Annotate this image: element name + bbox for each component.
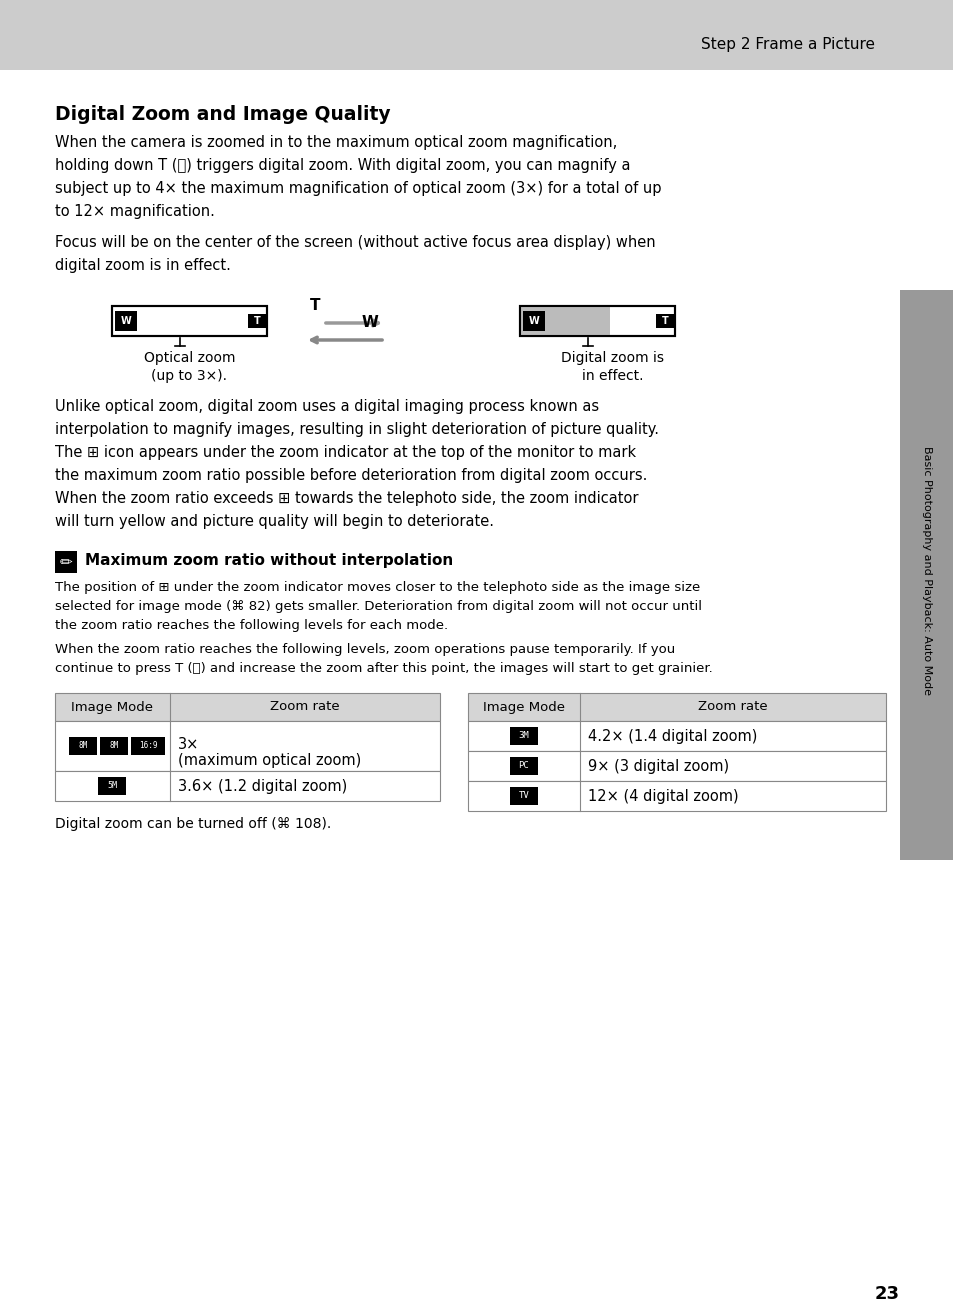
Text: selected for image mode (⌘ 82) gets smaller. Deterioration from digital zoom wil: selected for image mode (⌘ 82) gets smal… (55, 600, 701, 614)
Text: (up to 3×).: (up to 3×). (152, 369, 227, 382)
Text: W: W (528, 315, 538, 326)
Bar (55, 551, 77, 573)
Text: interpolation to magnify images, resulting in slight deterioration of picture qu: interpolation to magnify images, resulti… (55, 422, 659, 438)
Bar (100, 737, 128, 756)
Text: 16:9: 16:9 (138, 741, 157, 750)
Bar (112, 306, 267, 336)
Text: in effect.: in effect. (581, 369, 642, 382)
Bar (248, 314, 267, 328)
Bar (69, 737, 97, 756)
Text: subject up to 4× the maximum magnification of optical zoom (3×) for a total of u: subject up to 4× the maximum magnificati… (55, 181, 660, 196)
Text: TV: TV (518, 791, 529, 800)
Text: 8M: 8M (110, 741, 118, 750)
Bar (468, 781, 885, 811)
Bar (55, 692, 439, 721)
Text: 3×: 3× (178, 737, 199, 752)
Text: 5M: 5M (108, 782, 117, 791)
Bar (510, 727, 537, 745)
Text: holding down T (ⓑ) triggers digital zoom. With digital zoom, you can magnify a: holding down T (ⓑ) triggers digital zoom… (55, 158, 630, 173)
Text: The position of ⊞ under the zoom indicator moves closer to the telephoto side as: The position of ⊞ under the zoom indicat… (55, 581, 700, 594)
Text: Maximum zoom ratio without interpolation: Maximum zoom ratio without interpolation (85, 553, 453, 568)
Text: PC: PC (518, 762, 529, 770)
Text: 3.6× (1.2 digital zoom): 3.6× (1.2 digital zoom) (178, 778, 347, 794)
Bar (55, 721, 439, 771)
Text: Zoom rate: Zoom rate (270, 700, 339, 714)
Bar (656, 314, 675, 328)
Bar (468, 752, 885, 781)
Text: W: W (361, 315, 377, 330)
Text: Unlike optical zoom, digital zoom uses a digital imaging process known as: Unlike optical zoom, digital zoom uses a… (55, 399, 598, 414)
Bar (519, 306, 675, 336)
Text: to 12× magnification.: to 12× magnification. (55, 204, 214, 219)
Bar (510, 757, 537, 775)
Text: T: T (661, 315, 668, 326)
Bar (131, 737, 165, 756)
Text: T: T (253, 315, 260, 326)
Text: Image Mode: Image Mode (482, 700, 564, 714)
Text: the maximum zoom ratio possible before deterioration from digital zoom occurs.: the maximum zoom ratio possible before d… (55, 468, 647, 484)
Text: 12× (4 digital zoom): 12× (4 digital zoom) (587, 788, 738, 803)
Text: digital zoom is in effect.: digital zoom is in effect. (55, 258, 231, 273)
Text: When the zoom ratio reaches the following levels, zoom operations pause temporar: When the zoom ratio reaches the followin… (55, 643, 675, 656)
Text: 3M: 3M (518, 732, 529, 741)
Text: ✏: ✏ (59, 555, 72, 569)
Bar (522, 311, 544, 331)
Text: Zoom rate: Zoom rate (698, 700, 767, 714)
Text: Optical zoom: Optical zoom (144, 351, 235, 365)
Text: Basic Photography and Playback: Auto Mode: Basic Photography and Playback: Auto Mod… (921, 445, 931, 695)
Bar (115, 311, 137, 331)
Bar (510, 787, 537, 805)
Text: Digital zoom is: Digital zoom is (560, 351, 663, 365)
Bar (899, 290, 953, 859)
Text: 4.2× (1.4 digital zoom): 4.2× (1.4 digital zoom) (587, 728, 757, 744)
Text: will turn yellow and picture quality will begin to deteriorate.: will turn yellow and picture quality wil… (55, 514, 494, 530)
Bar (55, 771, 439, 802)
Text: Focus will be on the center of the screen (without active focus area display) wh: Focus will be on the center of the scree… (55, 235, 655, 250)
Bar (519, 306, 675, 336)
Text: Image Mode: Image Mode (71, 700, 153, 714)
Text: Step 2 Frame a Picture: Step 2 Frame a Picture (700, 38, 874, 53)
Text: Digital Zoom and Image Quality: Digital Zoom and Image Quality (55, 105, 390, 124)
Text: 8M: 8M (78, 741, 88, 750)
Text: T: T (310, 298, 320, 313)
Bar (468, 692, 885, 721)
Text: 23: 23 (874, 1285, 899, 1303)
Text: Digital zoom can be turned off (⌘ 108).: Digital zoom can be turned off (⌘ 108). (55, 817, 331, 830)
Text: When the zoom ratio exceeds ⊞ towards the telephoto side, the zoom indicator: When the zoom ratio exceeds ⊞ towards th… (55, 491, 638, 506)
Text: 9× (3 digital zoom): 9× (3 digital zoom) (587, 758, 728, 774)
Bar (112, 306, 267, 336)
Text: (maximum optical zoom): (maximum optical zoom) (178, 753, 361, 767)
Bar (468, 721, 885, 752)
Text: continue to press T (ⓑ) and increase the zoom after this point, the images will : continue to press T (ⓑ) and increase the… (55, 662, 712, 675)
Text: The ⊞ icon appears under the zoom indicator at the top of the monitor to mark: The ⊞ icon appears under the zoom indica… (55, 445, 636, 460)
Bar (98, 777, 127, 795)
Text: When the camera is zoomed in to the maximum optical zoom magnification,: When the camera is zoomed in to the maxi… (55, 135, 617, 150)
Text: W: W (120, 315, 132, 326)
Bar (0, 0, 953, 70)
Text: the zoom ratio reaches the following levels for each mode.: the zoom ratio reaches the following lev… (55, 619, 448, 632)
Bar (519, 306, 609, 336)
